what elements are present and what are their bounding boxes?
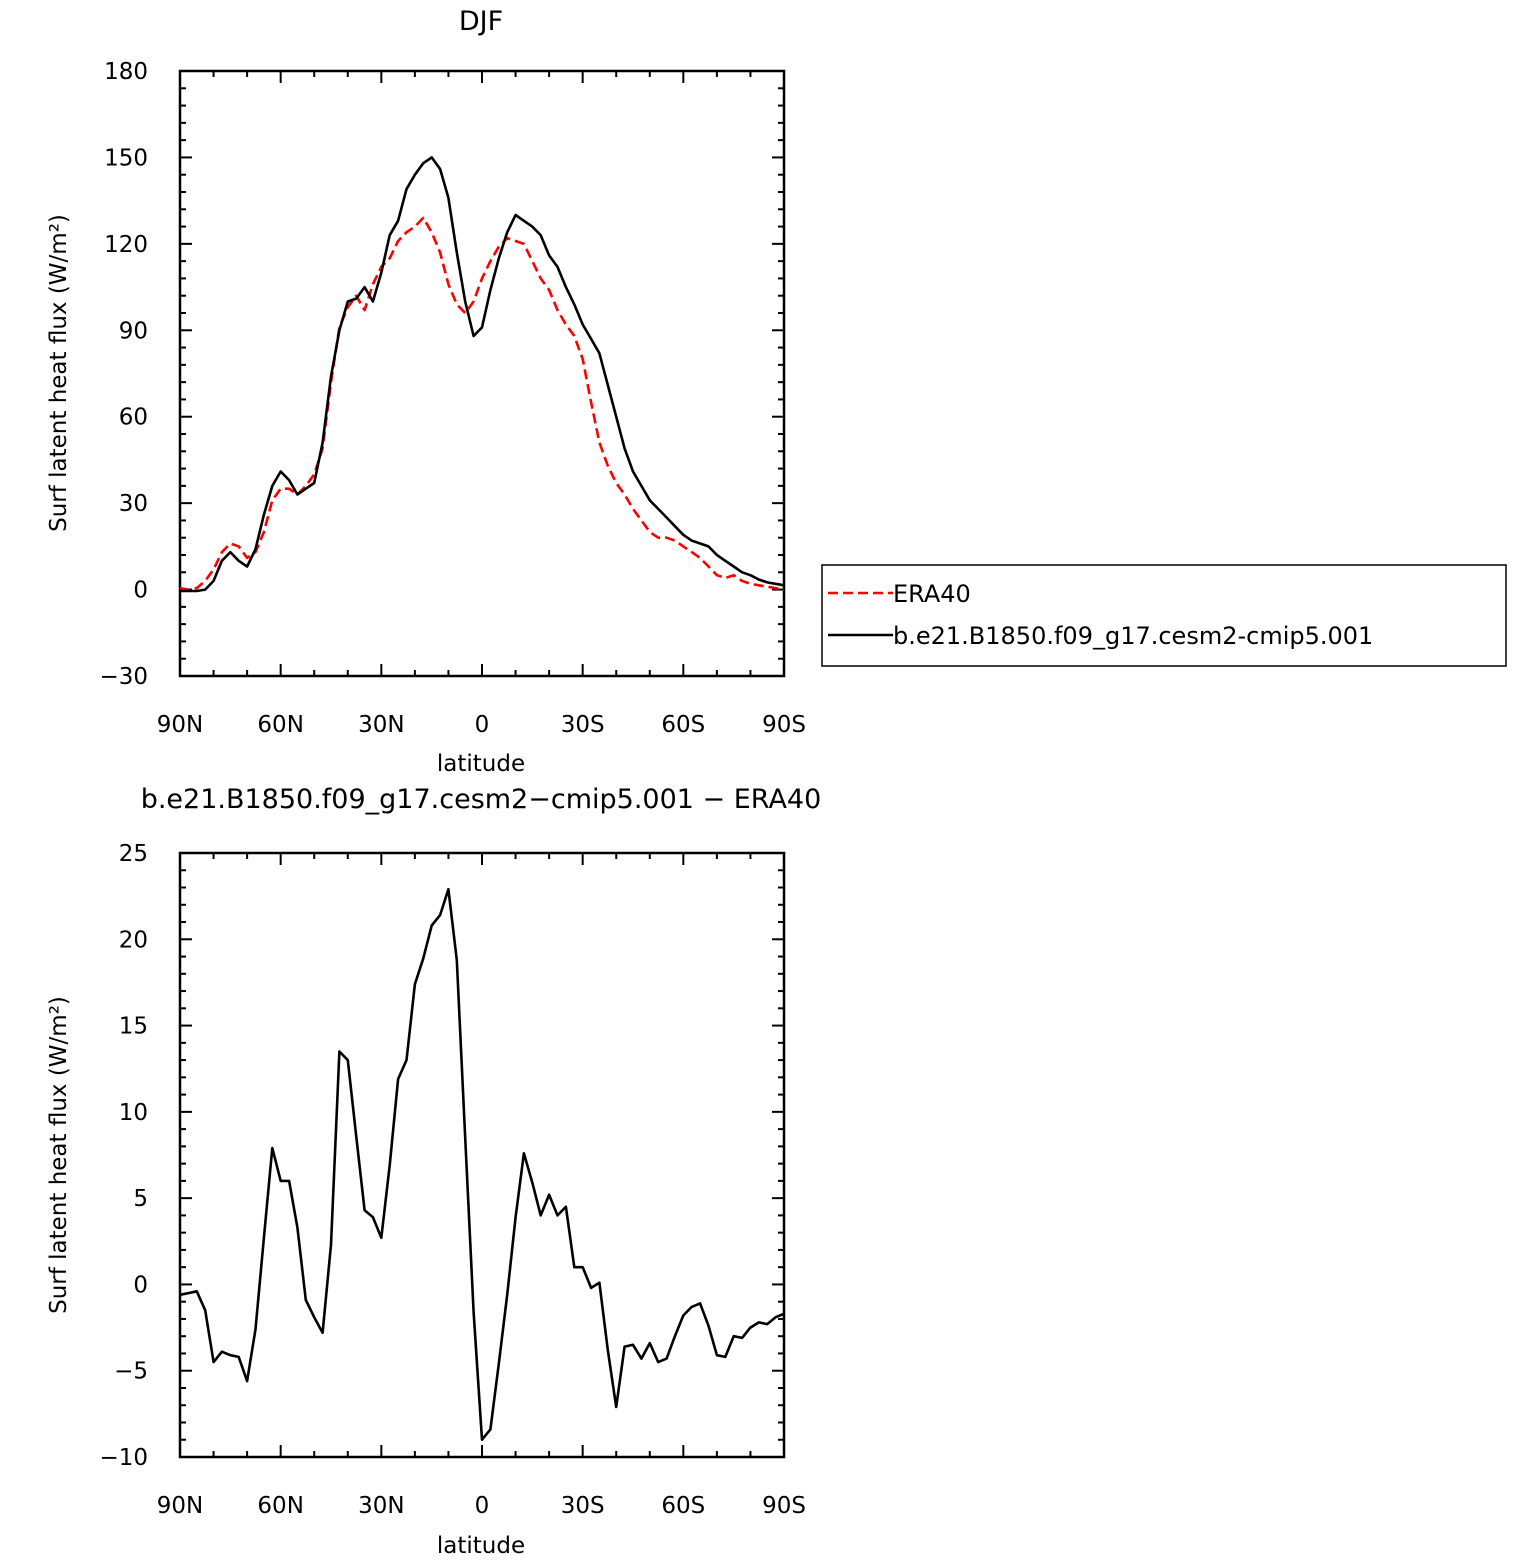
y-tick-label: 180	[104, 59, 148, 85]
x-tick-label: 30S	[561, 1493, 605, 1519]
bottom-panel-y-axis-label: Surf latent heat flux (W/m²)	[46, 996, 72, 1314]
legend-label-model: b.e21.B1850.f09_g17.cesm2-cmip5.001	[893, 622, 1373, 650]
legend: ERA40 b.e21.B1850.f09_g17.cesm2-cmip5.00…	[821, 564, 1507, 667]
top-panel: DJF −30 0 30 60 90 120 150 180 90N 60N 30N 0 30S 60S 9…	[46, 6, 806, 777]
series-line-b-e21-b1850-f09-g17-cesm2-cmip5-001	[180, 156, 785, 593]
y-tick-label: 60	[119, 405, 148, 431]
y-tick-label: −10	[99, 1445, 148, 1471]
x-tick-label: 90N	[157, 712, 203, 738]
y-tick-label: 15	[119, 1014, 148, 1040]
top-panel-title: DJF	[459, 6, 503, 37]
y-tick-label: 5	[133, 1186, 148, 1212]
top-panel-series	[179, 156, 785, 593]
y-tick-label: −30	[99, 664, 148, 690]
y-tick-label: 10	[119, 1100, 148, 1126]
legend-label-era40: ERA40	[893, 580, 971, 608]
x-tick-label: 0	[475, 712, 490, 738]
y-tick-label: 90	[119, 318, 148, 344]
x-tick-label: 90S	[762, 1493, 806, 1519]
top-panel-ticks	[179, 70, 785, 677]
y-tick-label: 150	[104, 145, 148, 171]
series-line-era40	[179, 216, 785, 591]
bottom-panel: b.e21.B1850.f09_g17.cesm2−cmip5.001 − ER…	[46, 784, 821, 1559]
x-tick-label: 60S	[661, 712, 705, 738]
x-tick-label: 30N	[358, 712, 404, 738]
y-tick-label: 20	[119, 927, 148, 953]
top-panel-frame	[178, 69, 786, 678]
y-tick-label: −5	[114, 1359, 148, 1385]
x-tick-label: 90N	[157, 1493, 203, 1519]
x-tick-label: 30N	[358, 1493, 404, 1519]
x-tick-label: 0	[475, 1493, 490, 1519]
x-tick-label: 30S	[561, 712, 605, 738]
x-tick-label: 90S	[762, 712, 806, 738]
y-tick-label: 120	[104, 232, 148, 258]
bottom-panel-tick-labels: −10 −5 0 5 10 15 20 25 90N 60N 30N 0 30S 60S 90S	[99, 841, 805, 1519]
x-tick-label: 60N	[257, 712, 303, 738]
y-tick-label: 25	[119, 841, 148, 867]
legend-box	[821, 564, 1507, 667]
bottom-panel-x-axis-label: latitude	[437, 1533, 525, 1559]
bottom-panel-ticks	[179, 852, 785, 1458]
top-panel-y-axis-label: Surf latent heat flux (W/m²)	[46, 214, 72, 532]
y-tick-label: 0	[133, 578, 148, 604]
bottom-panel-title: b.e21.B1850.f09_g17.cesm2−cmip5.001 − ER…	[141, 784, 822, 815]
y-tick-label: 30	[119, 491, 148, 517]
x-tick-label: 60N	[257, 1493, 303, 1519]
series-line-difference	[179, 887, 785, 1441]
y-tick-label: 0	[133, 1272, 148, 1298]
bottom-panel-series	[179, 887, 785, 1441]
top-panel-tick-labels: −30 0 30 60 90 120 150 180 90N 60N 30N 0 30S 60S 90S	[99, 59, 805, 738]
x-tick-label: 60S	[661, 1493, 705, 1519]
top-panel-x-axis-label: latitude	[437, 751, 525, 777]
